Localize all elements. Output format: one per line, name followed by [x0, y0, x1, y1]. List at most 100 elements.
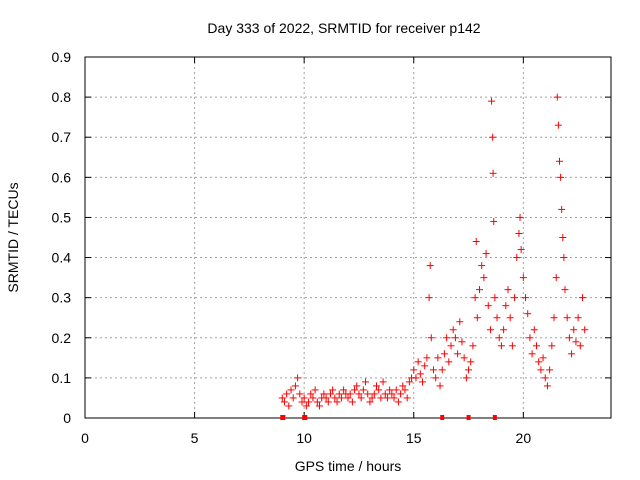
- data-point: [394, 398, 402, 406]
- data-point: [421, 362, 429, 370]
- data-point: [478, 262, 486, 270]
- data-point: [511, 294, 519, 302]
- data-point: [412, 374, 420, 382]
- data-point: [337, 394, 345, 402]
- x-axis-label: GPS time / hours: [295, 458, 402, 474]
- y-tick-label: 0.9: [52, 49, 72, 65]
- plot-frame: [84, 56, 612, 419]
- data-point: [302, 402, 310, 410]
- y-tick-label: 0.8: [52, 89, 72, 105]
- baseline-marker: [492, 415, 497, 420]
- data-point: [506, 314, 514, 322]
- y-tick-label: 0: [63, 410, 71, 426]
- y-tick-label: 0.6: [52, 169, 72, 185]
- data-point: [513, 254, 521, 262]
- baseline-marker: [466, 415, 471, 420]
- data-point: [548, 342, 556, 350]
- data-point: [495, 334, 503, 342]
- data-point: [381, 390, 389, 398]
- data-point: [335, 390, 343, 398]
- data-point: [490, 217, 498, 225]
- data-point: [309, 394, 317, 402]
- y-tick-label: 0.7: [52, 129, 72, 145]
- data-point: [574, 314, 582, 322]
- data-point: [550, 314, 558, 322]
- data-point: [456, 318, 464, 326]
- data-point: [440, 350, 448, 358]
- data-point: [451, 334, 459, 342]
- data-point: [535, 358, 543, 366]
- chart-title: Day 333 of 2022, SRMTID for receiver p14…: [207, 20, 480, 36]
- data-point: [366, 398, 374, 406]
- data-point: [294, 374, 302, 382]
- data-point: [291, 382, 299, 390]
- data-point: [557, 173, 565, 181]
- data-point: [416, 370, 424, 378]
- x-tick-label: 0: [81, 430, 89, 446]
- data-point: [546, 366, 554, 374]
- data-point: [405, 378, 413, 386]
- data-point: [414, 358, 422, 366]
- data-point: [305, 398, 313, 406]
- data-point: [500, 326, 508, 334]
- data-point: [516, 213, 524, 221]
- data-point: [555, 157, 563, 165]
- baseline-marker: [281, 415, 286, 420]
- data-point: [472, 238, 480, 246]
- data-point: [552, 274, 560, 282]
- data-point: [522, 294, 530, 302]
- data-point: [300, 394, 308, 402]
- data-point: [473, 314, 481, 322]
- data-point: [426, 262, 434, 270]
- data-point: [458, 338, 466, 346]
- data-point: [454, 350, 462, 358]
- data-point: [278, 394, 286, 402]
- x-tick-label: 15: [406, 430, 422, 446]
- data-point: [491, 294, 499, 302]
- data-point: [298, 398, 306, 406]
- data-point: [333, 398, 341, 406]
- data-point: [372, 382, 380, 390]
- data-point: [357, 394, 365, 402]
- data-point: [313, 398, 321, 406]
- data-point: [553, 93, 561, 101]
- y-tick-label: 0.5: [52, 209, 72, 225]
- data-point: [331, 394, 339, 402]
- data-point: [486, 326, 494, 334]
- data-point: [436, 382, 444, 390]
- data-point: [502, 302, 510, 310]
- data-point: [543, 382, 551, 390]
- data-point: [524, 310, 532, 318]
- data-point: [471, 294, 479, 302]
- data-point: [359, 386, 367, 394]
- data-point: [425, 294, 433, 302]
- data-point: [320, 390, 328, 398]
- data-point: [532, 342, 540, 350]
- data-point: [560, 254, 568, 262]
- data-point: [370, 390, 378, 398]
- data-point: [469, 342, 477, 350]
- data-point: [581, 326, 589, 334]
- data-point: [576, 342, 584, 350]
- data-point: [447, 342, 455, 350]
- data-point: [488, 97, 496, 105]
- data-point: [388, 390, 396, 398]
- data-point: [340, 386, 348, 394]
- y-tick-label: 0.1: [52, 370, 72, 386]
- data-point: [462, 374, 470, 382]
- x-tick-label: 10: [296, 430, 312, 446]
- data-point: [403, 394, 411, 402]
- grid-lines: [85, 56, 611, 418]
- data-point: [517, 246, 525, 254]
- data-point: [379, 378, 387, 386]
- data-point: [515, 229, 523, 237]
- y-axis-label: SRMTID / TECUs: [5, 182, 21, 292]
- x-tick-label: 5: [191, 430, 199, 446]
- data-point: [316, 402, 324, 410]
- data-point: [344, 394, 352, 402]
- data-point: [482, 250, 490, 258]
- data-point: [443, 334, 451, 342]
- data-point: [465, 366, 473, 374]
- data-point: [410, 366, 418, 374]
